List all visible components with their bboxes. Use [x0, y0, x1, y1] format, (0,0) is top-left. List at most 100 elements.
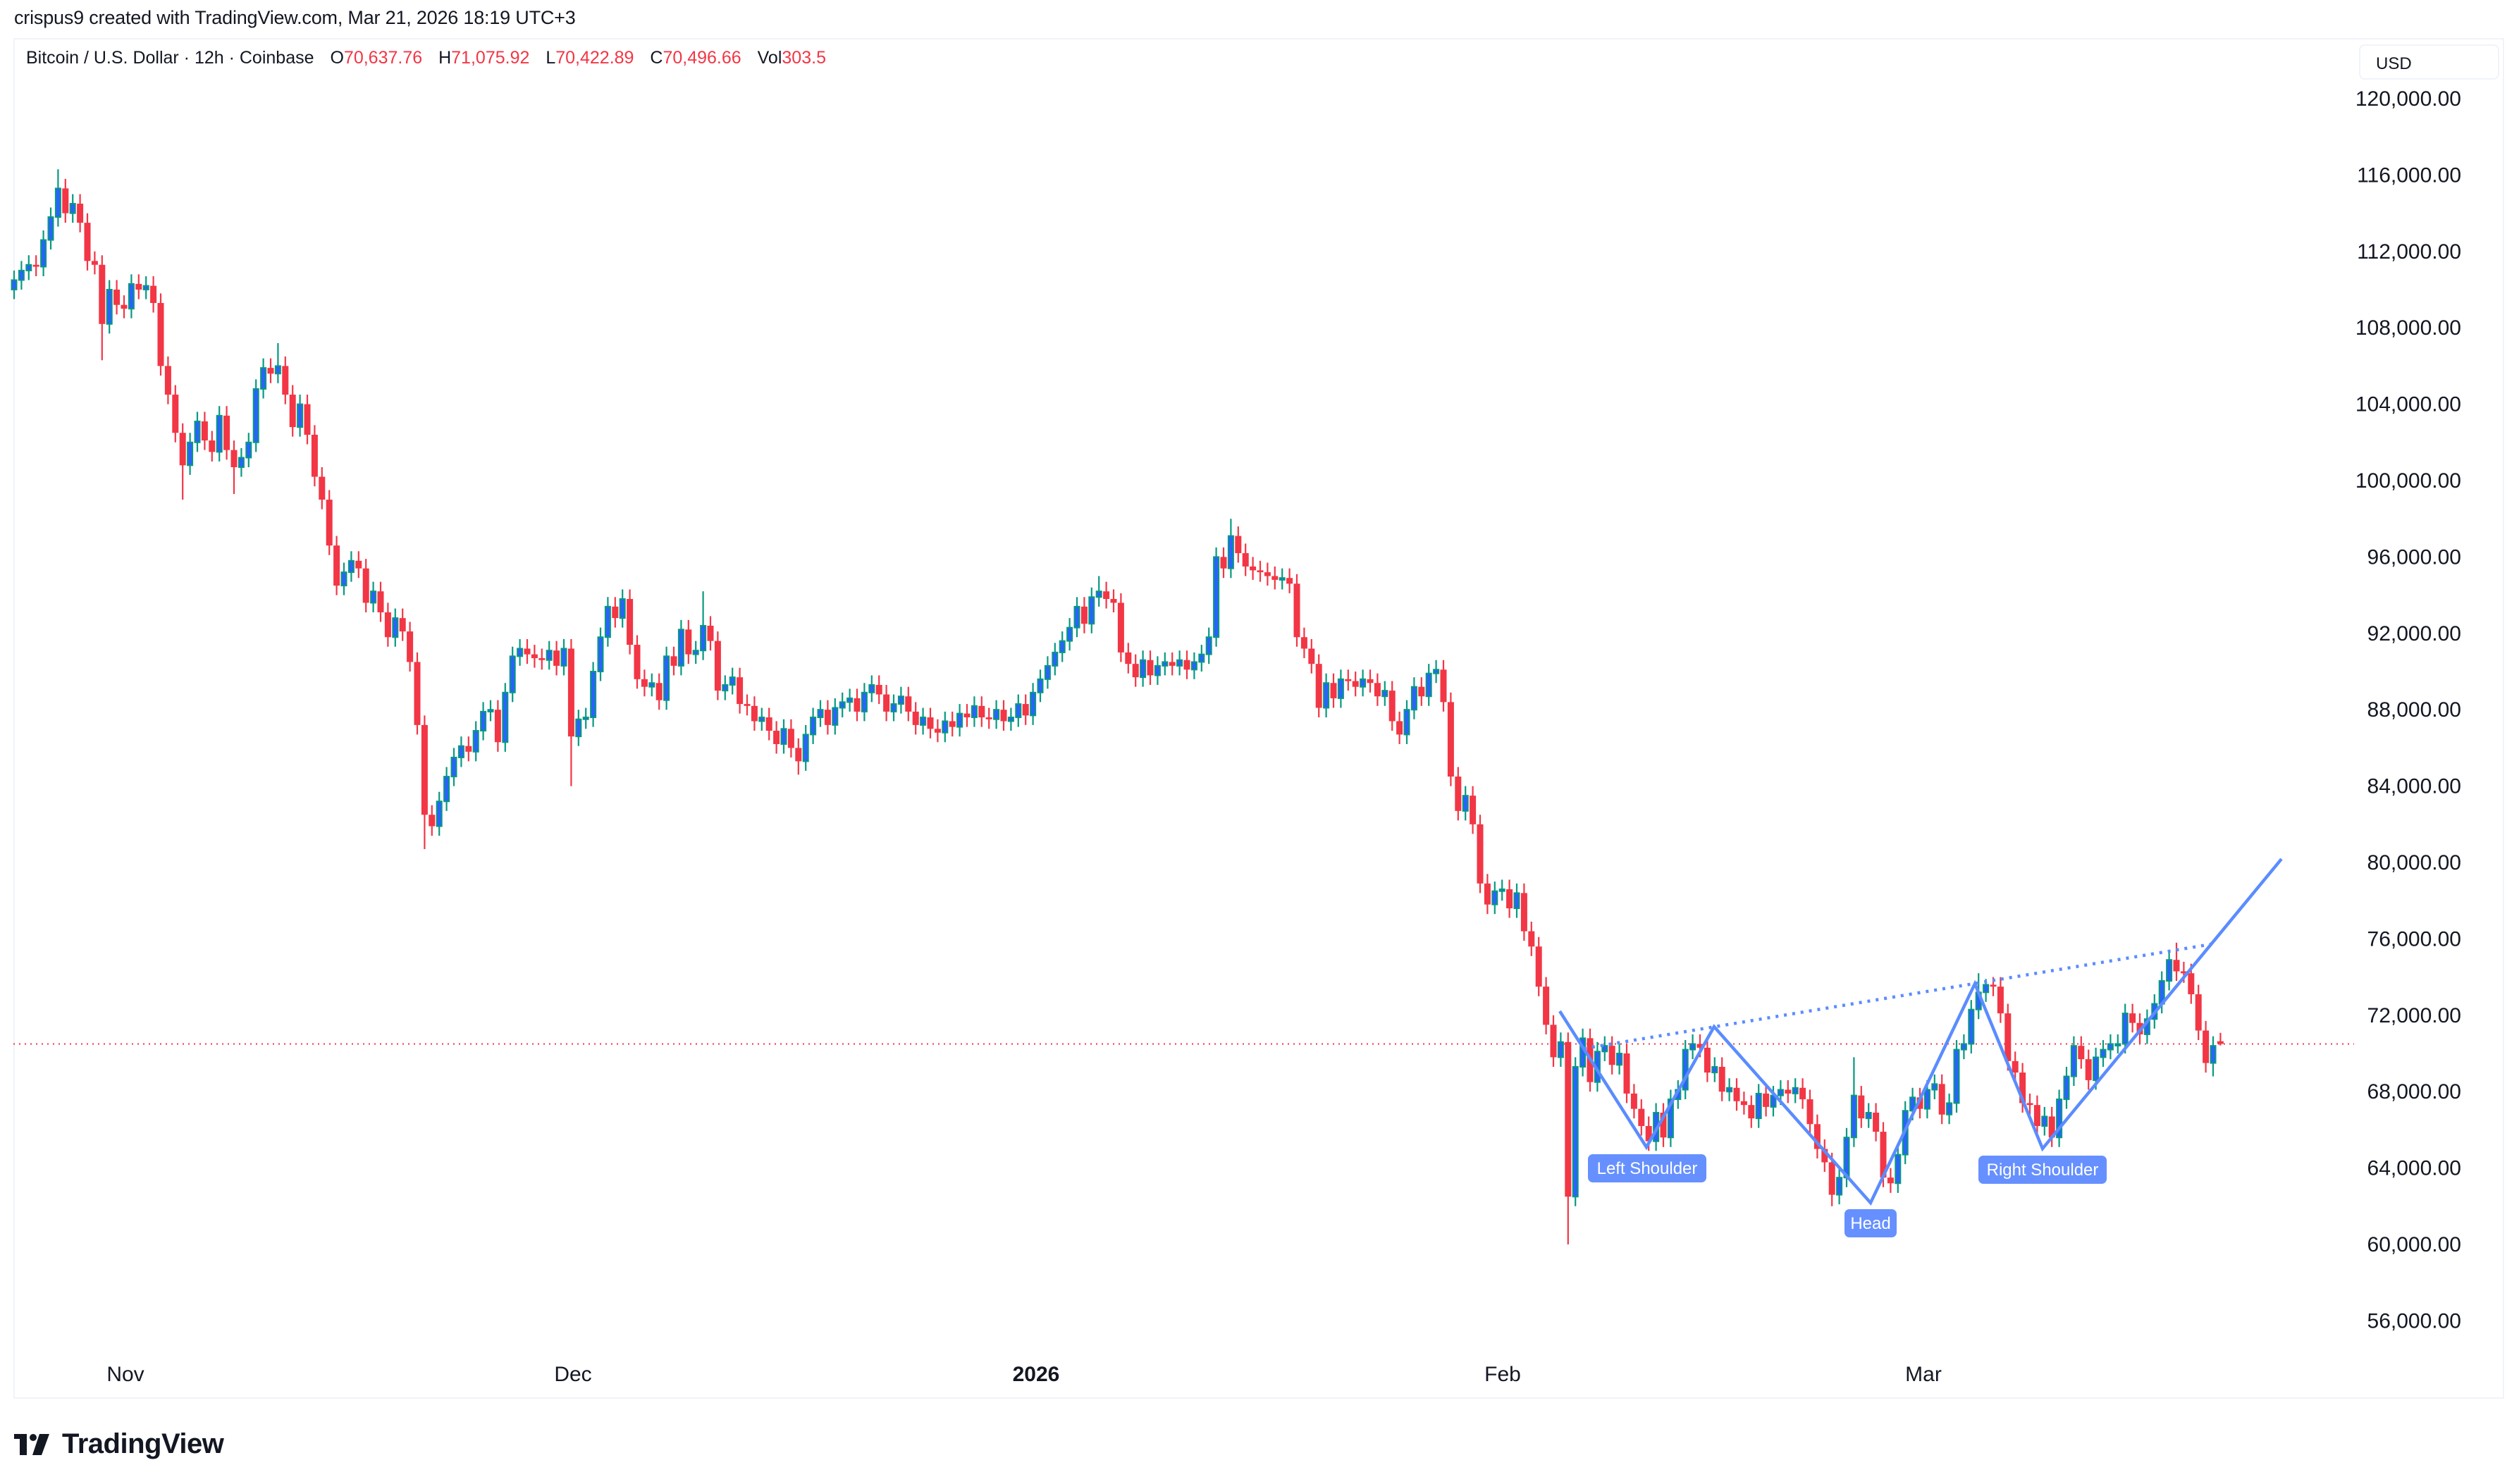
candle [1513, 883, 1520, 918]
candle [1960, 1034, 1967, 1060]
candle [1059, 631, 1066, 662]
candle [150, 276, 157, 313]
candle [524, 638, 531, 664]
candle [619, 589, 626, 628]
candle [443, 767, 450, 811]
price-tick-label: 56,000.00 [2367, 1309, 2461, 1332]
close-label: C [650, 48, 663, 68]
neckline-dotted[interactable] [1583, 942, 2212, 1051]
candle [77, 194, 84, 233]
candle [91, 251, 98, 275]
candle [722, 675, 729, 700]
candle [531, 645, 538, 668]
candle [780, 719, 787, 754]
candle [1470, 786, 1477, 834]
candle [1381, 681, 1388, 706]
candle [465, 736, 472, 762]
candle [1506, 879, 1513, 918]
candle [912, 702, 919, 735]
price-tick-label: 60,000.00 [2367, 1233, 2461, 1256]
candle [890, 694, 897, 722]
candle [472, 721, 479, 762]
candle [1300, 627, 1307, 659]
candle [1498, 879, 1505, 901]
candle [1726, 1078, 1733, 1101]
candle [1264, 562, 1271, 586]
price-tick-label: 112,000.00 [2357, 240, 2461, 264]
high-value: 71,075.92 [451, 48, 530, 68]
candle [47, 207, 54, 250]
candle [84, 213, 91, 271]
candle [2026, 1093, 2033, 1115]
candle [1785, 1080, 1792, 1103]
candle [1433, 660, 1440, 684]
time-axis[interactable]: Nov Dec 2026 Feb Mar [106, 1363, 1942, 1386]
price-axis[interactable]: 120,000.00 116,000.00 112,000.00 108,000.00… [2355, 87, 2461, 1332]
candle [1806, 1089, 1813, 1134]
candle [758, 707, 765, 731]
candle [1528, 922, 1535, 956]
candle [2210, 1036, 2217, 1077]
price-tick-label: 104,000.00 [2355, 393, 2461, 416]
candle [810, 707, 817, 744]
candle [1799, 1078, 1806, 1109]
candle [377, 581, 384, 622]
volume-value: 303.5 [782, 48, 826, 68]
candle [1198, 645, 1205, 672]
candle [1682, 1040, 1689, 1100]
candle [487, 700, 494, 722]
candle [370, 581, 377, 612]
candle [135, 274, 142, 299]
candle [1088, 587, 1095, 633]
price-tick-label: 72,000.00 [2367, 1004, 2461, 1027]
candle [209, 431, 216, 462]
candle [18, 261, 25, 290]
candle [429, 805, 436, 836]
candle [1110, 589, 1117, 612]
pattern-labels[interactable]: Left Shoulder Head Right Shoulder [1588, 1154, 2107, 1237]
candle [1543, 977, 1550, 1034]
candle [663, 646, 670, 710]
pattern-label-head[interactable]: Head [1844, 1209, 1897, 1237]
candle [1396, 711, 1403, 744]
candle [1660, 1103, 1667, 1147]
candle [319, 467, 326, 509]
head-and-shoulders-pattern[interactable] [1558, 858, 2283, 1206]
candle [1946, 1093, 1953, 1125]
candle [399, 608, 406, 641]
candle [802, 724, 809, 771]
price-tick-label: 120,000.00 [2355, 87, 2461, 111]
tradingview-logo[interactable]: TradingView [14, 1428, 224, 1460]
volume-label: Vol [757, 48, 782, 68]
candle [1271, 566, 1279, 590]
candle [436, 791, 443, 836]
price-tick-label: 64,000.00 [2367, 1157, 2461, 1180]
candle [99, 255, 106, 361]
candle [2048, 1106, 2055, 1147]
pattern-zigzag-line[interactable] [1558, 858, 2283, 1206]
currency-selector[interactable]: USD [2359, 44, 2499, 80]
symbol-title[interactable]: Bitcoin / U.S. Dollar · 12h · Coinbase [26, 48, 314, 68]
candle [2085, 1049, 2092, 1090]
candle [1293, 574, 1300, 647]
candle [1455, 767, 1462, 821]
candle [1176, 650, 1183, 676]
candle [40, 230, 47, 277]
candle [11, 270, 18, 299]
candle [920, 707, 927, 735]
chart-panel[interactable] [13, 38, 2504, 1399]
candle [1007, 707, 1014, 731]
candle [216, 406, 223, 462]
candle [509, 646, 516, 703]
candle [1887, 1168, 1894, 1193]
candle [751, 696, 758, 731]
candle [1052, 643, 1059, 676]
candle [1183, 650, 1190, 679]
pattern-label-left-shoulder[interactable]: Left Shoulder [1588, 1154, 1706, 1182]
pattern-label-right-shoulder[interactable]: Right Shoulder [1978, 1156, 2107, 1184]
candle [1066, 618, 1073, 651]
candle [875, 675, 882, 705]
candle [392, 608, 399, 647]
price-tick-label: 84,000.00 [2367, 775, 2461, 798]
